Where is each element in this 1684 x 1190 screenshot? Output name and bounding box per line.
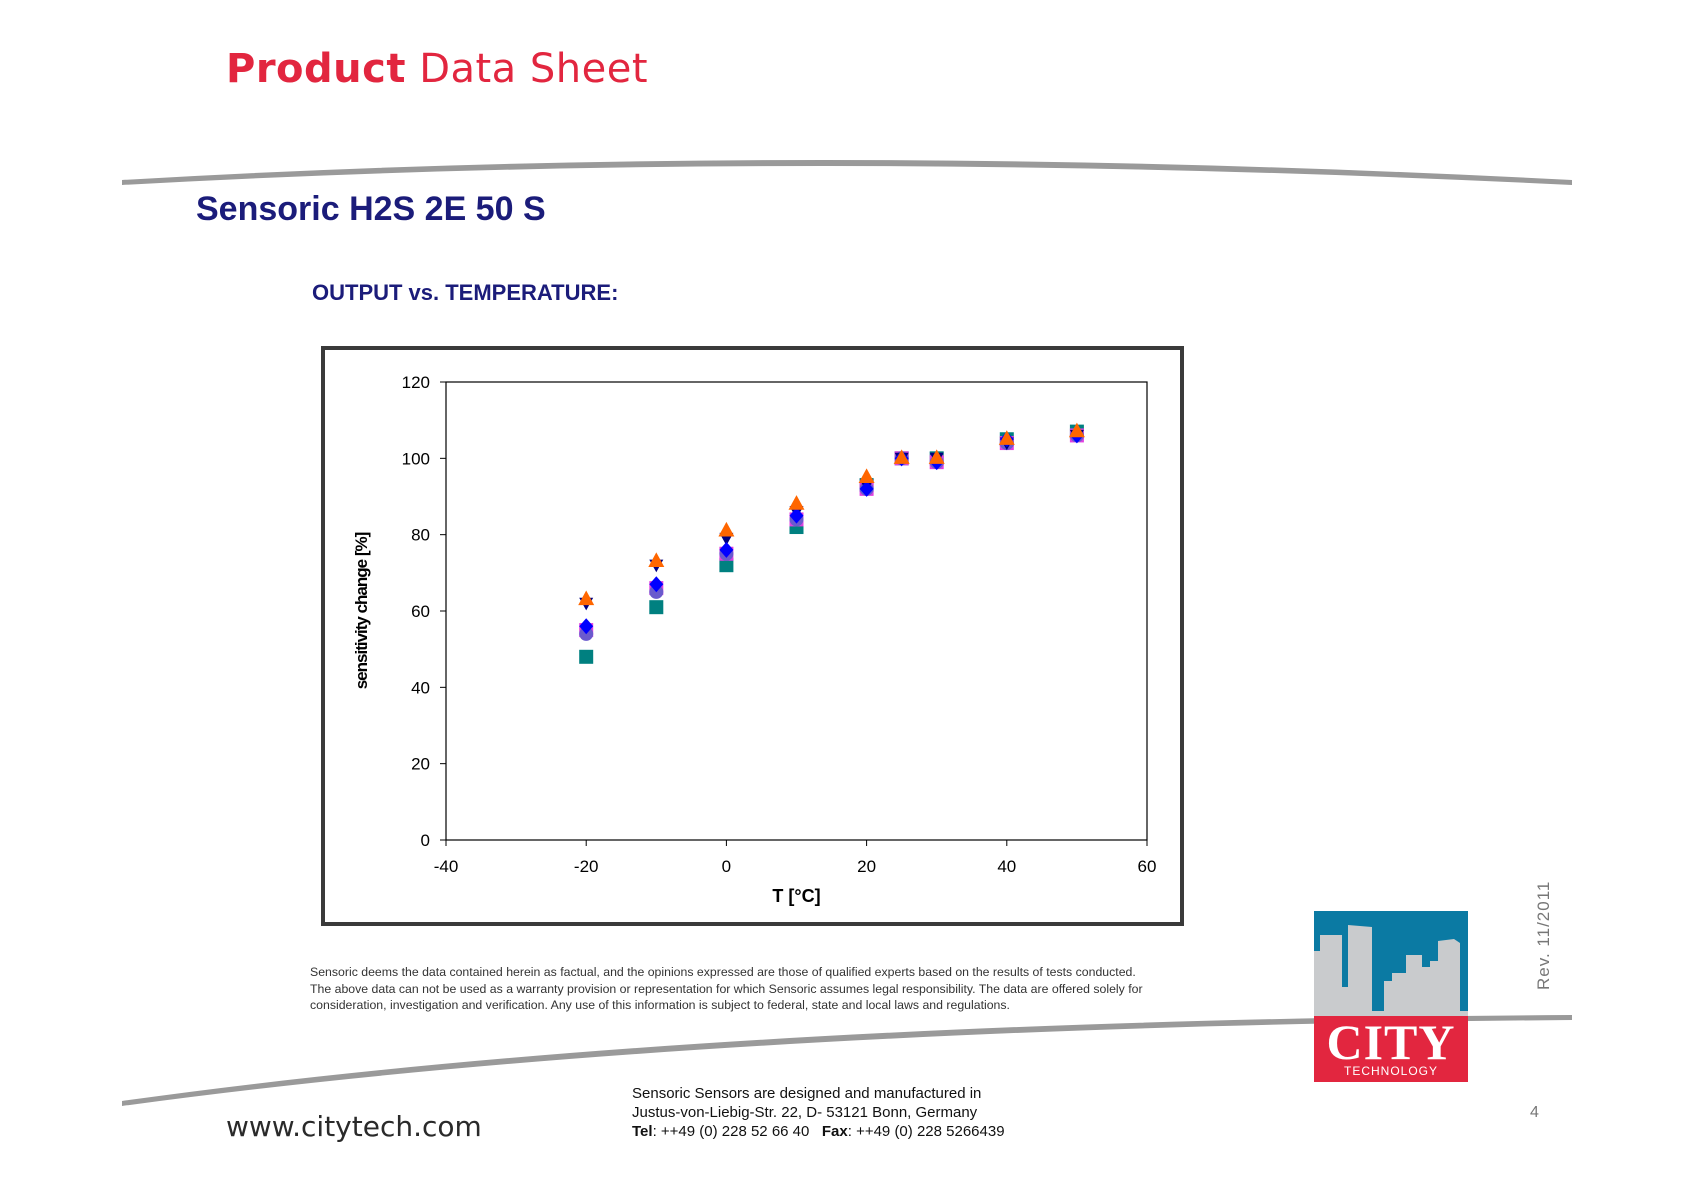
brand-header: Product Data Sheet <box>226 46 648 92</box>
brand-bold: Product <box>226 46 406 92</box>
top-swoosh <box>122 160 1572 185</box>
tel-value: : ++49 (0) 228 52 66 40 <box>652 1123 810 1140</box>
x-tick-label: -40 <box>434 857 459 876</box>
data-point <box>859 480 874 497</box>
disclaimer: Sensoric deems the data contained herein… <box>310 964 1290 1014</box>
data-point <box>998 430 1015 445</box>
city-technology-logo: CITY TECHNOLOGY <box>1314 911 1468 1082</box>
y-tick-label: 120 <box>402 373 430 392</box>
x-tick-label: 0 <box>722 857 731 876</box>
revision-label: Rev. 11/2011 <box>1534 880 1553 990</box>
data-point <box>649 600 664 615</box>
brand-light: Data Sheet <box>419 46 649 92</box>
data-point <box>719 541 734 558</box>
y-tick-label: 80 <box>411 526 430 545</box>
data-point <box>579 649 594 664</box>
data-point <box>893 449 910 464</box>
logo-wordmark: CITY <box>1326 1014 1456 1070</box>
x-tick-label: 20 <box>857 857 876 876</box>
fax-value: : ++49 (0) 228 5266439 <box>847 1123 1005 1140</box>
skyline-icon <box>1314 925 1468 1016</box>
data-point <box>578 590 595 606</box>
disclaimer-line: Sensoric deems the data contained herein… <box>310 965 1136 979</box>
manufacturer-address: Sensoric Sensors are designed and manufa… <box>632 1084 1005 1141</box>
product-title: Sensoric H2S 2E 50 S <box>196 190 546 228</box>
x-tick-label: -20 <box>574 857 599 876</box>
data-point <box>579 618 594 635</box>
data-point <box>719 558 734 573</box>
x-axis-label: T [°C] <box>772 886 820 906</box>
data-point <box>649 576 664 593</box>
tel-label: Tel <box>632 1123 653 1140</box>
data-point <box>788 495 805 510</box>
disclaimer-line: The above data can not be used as a warr… <box>310 981 1143 996</box>
contact-line: Tel: ++49 (0) 228 52 66 40 Fax: ++49 (0)… <box>632 1122 1005 1141</box>
chart-frame: 0 20 40 60 80 100 120 -40 -20 0 20 40 60 T [°C] sensit… <box>321 346 1184 926</box>
y-tick-label: 0 <box>421 831 430 850</box>
logo-skyline-background <box>1314 911 1468 1016</box>
address-line: Justus-von-Liebig-Str. 22, D- 53121 Bonn… <box>632 1104 978 1121</box>
y-axis-label: sensitivity change [%] <box>352 532 371 689</box>
data-point <box>858 468 875 484</box>
x-tick-label: 60 <box>1138 857 1157 876</box>
page-number: 4 <box>1530 1104 1539 1121</box>
x-tick-label: 40 <box>997 857 1016 876</box>
section-heading: OUTPUT vs. TEMPERATURE: <box>312 280 619 305</box>
y-tick-label: 60 <box>411 602 430 621</box>
data-point <box>718 521 735 537</box>
output-vs-temperature-chart: 0 20 40 60 80 100 120 -40 -20 0 20 40 60 T [°C] sensit… <box>352 373 1157 906</box>
data-point <box>1068 422 1085 438</box>
y-tick-label: 20 <box>411 755 430 774</box>
disclaimer-line: consideration, investigation and verific… <box>310 998 1010 1012</box>
address-line: Sensoric Sensors are designed and manufa… <box>632 1085 982 1102</box>
fax-label: Fax <box>821 1123 848 1140</box>
data-point <box>928 449 945 464</box>
data-point <box>789 507 804 524</box>
website-link[interactable]: www.citytech.com <box>226 1110 482 1143</box>
y-tick-label: 100 <box>402 449 430 468</box>
plot-area <box>445 381 1148 841</box>
logo-subtitle: TECHNOLOGY <box>1343 1064 1438 1078</box>
y-tick-label: 40 <box>411 678 430 697</box>
data-point <box>648 552 665 567</box>
